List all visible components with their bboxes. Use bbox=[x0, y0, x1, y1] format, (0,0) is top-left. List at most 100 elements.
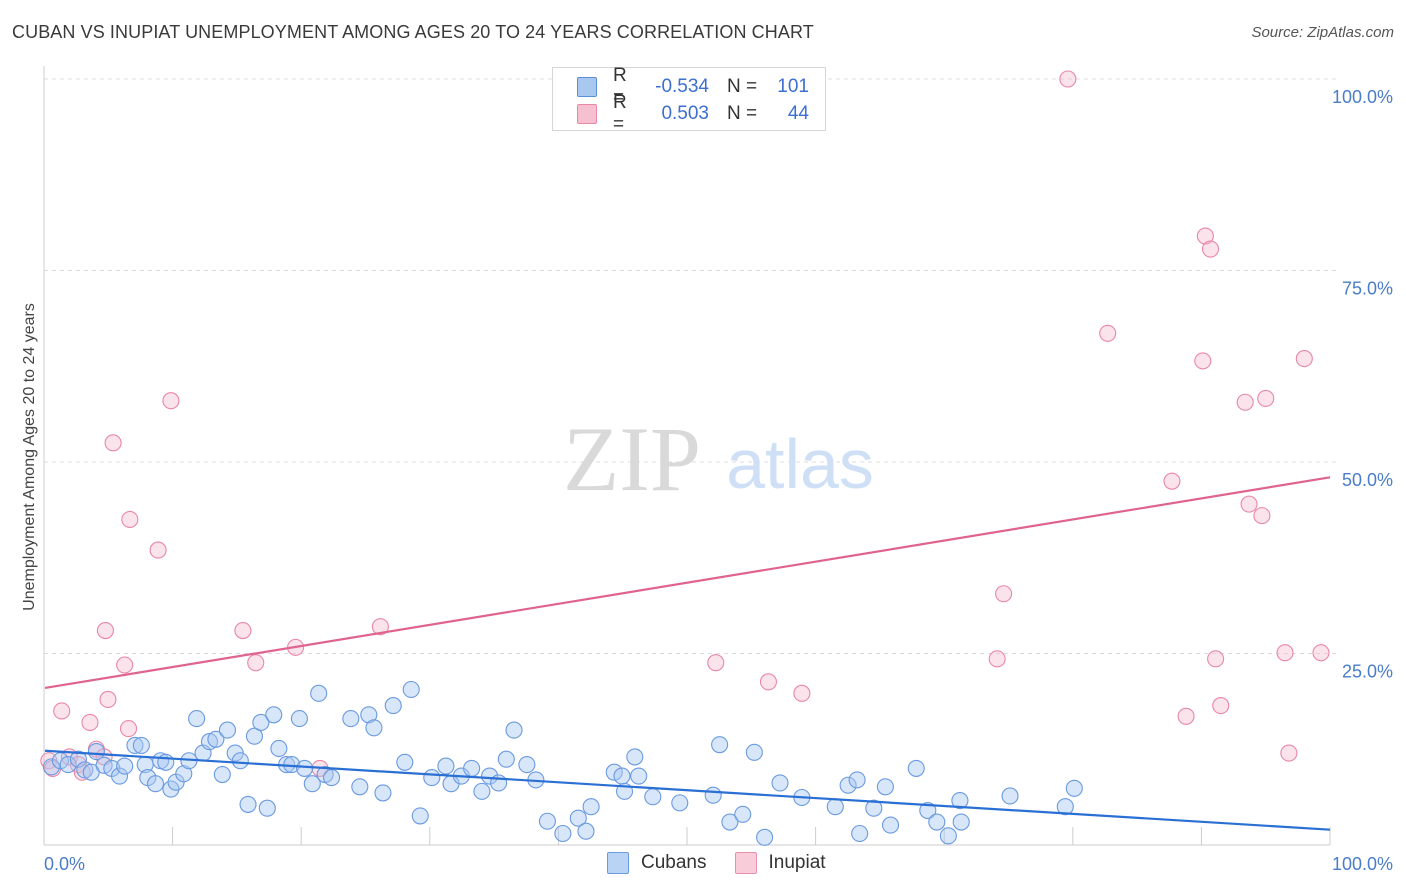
inupiat-point bbox=[1201, 240, 1220, 258]
cubans-point bbox=[245, 727, 264, 745]
cubans-point bbox=[323, 769, 341, 787]
legend-r-label: R = bbox=[613, 65, 627, 108]
cubans-point bbox=[745, 743, 763, 761]
grid-lines bbox=[44, 78, 1336, 654]
legend-item-inupiat[interactable]: Inupiat bbox=[734, 852, 826, 874]
cubans-point bbox=[374, 784, 392, 802]
inupiat-point bbox=[1196, 227, 1214, 245]
legend-row-cubans: R = -0.534 N = 101 bbox=[577, 65, 809, 108]
inupiat-point bbox=[1207, 650, 1225, 668]
cubans-point bbox=[157, 753, 175, 771]
inupiat-point bbox=[1295, 350, 1313, 368]
cubans-point bbox=[110, 767, 129, 785]
stats-legend: R = -0.534 N = 101 R = 0.503 N = 44 bbox=[552, 65, 826, 135]
inupiat-point bbox=[119, 720, 138, 738]
inupiat-point bbox=[1177, 707, 1195, 725]
legend-swatch-inupiat bbox=[577, 104, 597, 124]
cubans-point bbox=[826, 798, 844, 816]
y-tick-label: 100.0% bbox=[1332, 87, 1393, 107]
legend-swatch-inupiat bbox=[734, 852, 757, 874]
cubans-point bbox=[876, 778, 894, 796]
cubans-point bbox=[252, 713, 270, 731]
inupiat-point bbox=[1276, 644, 1294, 662]
trend-lines bbox=[44, 476, 1331, 831]
source-label: Source: ZipAtlas.com bbox=[1251, 24, 1394, 41]
cubans-point bbox=[437, 757, 455, 775]
inupiat-point bbox=[73, 763, 91, 781]
cubans-point bbox=[569, 809, 587, 827]
cubans-point bbox=[402, 680, 420, 699]
cubans-point bbox=[188, 710, 206, 728]
inupiat-point bbox=[1280, 744, 1298, 762]
legend-swatch-cubans bbox=[607, 852, 629, 874]
cubans-point bbox=[644, 788, 662, 806]
inupiat-point bbox=[1257, 389, 1275, 407]
cubans-point bbox=[626, 748, 644, 766]
cubans-point bbox=[577, 822, 595, 840]
cubans-point bbox=[207, 730, 225, 748]
inupiat-point bbox=[234, 621, 252, 640]
cubans-point bbox=[396, 753, 414, 771]
inupiat-point bbox=[53, 702, 71, 720]
y-axis-title: Unemployment Among Ages 20 to 24 years bbox=[21, 303, 38, 611]
cubans-point bbox=[423, 769, 441, 787]
chart-title: CUBAN VS INUPIAT UNEMPLOYMENT AMONG AGES… bbox=[12, 22, 814, 42]
inupiat-point bbox=[121, 510, 139, 529]
inupiat-point bbox=[162, 392, 180, 410]
cubans-point bbox=[538, 812, 556, 830]
cubans-point bbox=[132, 736, 150, 754]
y-tick-label: 25.0% bbox=[1342, 662, 1393, 682]
inupiat-point bbox=[1312, 644, 1330, 662]
cubans-point bbox=[310, 684, 328, 702]
cubans-point bbox=[69, 750, 87, 768]
cubans-point bbox=[303, 775, 321, 793]
legend-label-inupiat: Inupiat bbox=[768, 852, 826, 873]
legend-item-cubans[interactable]: Cubans bbox=[607, 852, 707, 874]
cubans-point bbox=[518, 756, 536, 774]
inupiat-point bbox=[1059, 70, 1077, 88]
cubans-point bbox=[721, 813, 739, 831]
cubans-point bbox=[87, 742, 105, 761]
cubans-point bbox=[213, 765, 231, 784]
cubans-trend-line bbox=[44, 749, 1331, 831]
cubans-point bbox=[582, 798, 600, 816]
cubans-point bbox=[463, 759, 481, 777]
cubans-point bbox=[290, 710, 308, 728]
cubans-point bbox=[265, 706, 283, 724]
legend-r-value: -0.534 bbox=[655, 76, 709, 97]
cubans-point bbox=[1065, 779, 1083, 797]
watermark-zip: ZIP bbox=[563, 408, 701, 510]
cubans-point bbox=[365, 719, 383, 737]
axis-labels: 25.0% 50.0% 75.0% 100.0% 0.0% 100.0% Unemploym… bbox=[21, 87, 1393, 874]
cubans-point bbox=[851, 824, 869, 843]
cubans-point bbox=[919, 801, 937, 820]
cubans-point bbox=[951, 792, 969, 810]
cubans-point bbox=[771, 774, 789, 792]
y-tick-label: 50.0% bbox=[1342, 470, 1393, 490]
legend-r-value: 0.503 bbox=[661, 103, 709, 124]
legend-swatch-cubans bbox=[577, 77, 597, 97]
cubans-point bbox=[473, 782, 491, 800]
cubans-point bbox=[630, 767, 648, 785]
inupiat-point bbox=[988, 650, 1006, 668]
cubans-point bbox=[175, 765, 193, 783]
cubans-point bbox=[613, 767, 631, 785]
inupiat-point bbox=[104, 434, 122, 452]
inupiat-point bbox=[707, 654, 725, 672]
cubans-point bbox=[711, 736, 729, 754]
cubans-point bbox=[928, 813, 946, 831]
x-tick-label: 100.0% bbox=[1332, 854, 1393, 874]
cubans-point bbox=[342, 710, 360, 728]
cubans-point bbox=[671, 794, 689, 812]
cubans-point bbox=[384, 697, 402, 715]
axes bbox=[43, 66, 1331, 846]
inupiat-trend-line bbox=[44, 476, 1331, 690]
inupiat-point bbox=[99, 690, 117, 709]
cubans-point bbox=[839, 776, 857, 794]
y-tick-label: 75.0% bbox=[1342, 279, 1393, 299]
cubans-point bbox=[218, 721, 237, 739]
legend-label-cubans: Cubans bbox=[641, 852, 707, 873]
legend-n-value: 101 bbox=[777, 76, 809, 97]
cubans-point bbox=[1001, 787, 1019, 805]
